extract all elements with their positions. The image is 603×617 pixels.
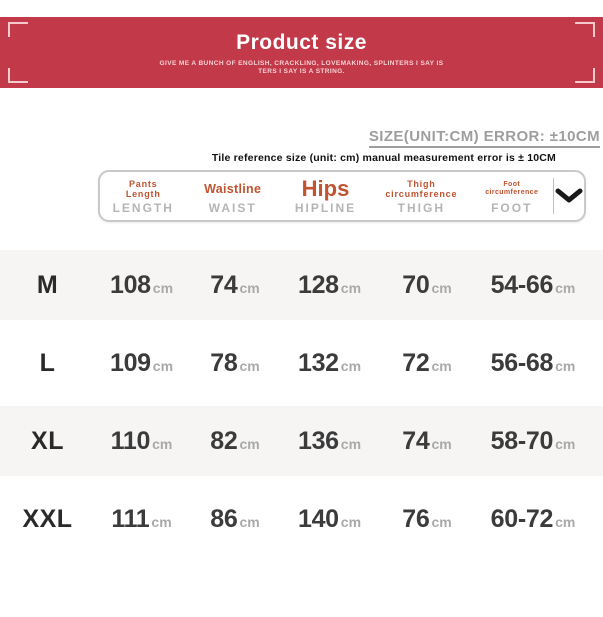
value-foot: 58-70 cm (490, 426, 576, 455)
banner-subtitle: GIVE ME A BUNCH OF ENGLISH, CRACKLING, L… (160, 60, 444, 76)
header-divider (553, 178, 554, 214)
size-note-headline: SIZE(UNIT:CM) ERROR: ±10CM (368, 128, 600, 148)
value-waist: 74 cm (210, 270, 260, 299)
size-table-header: Pants Length LENGTH Waistline WAIST Hips… (98, 170, 586, 222)
value-waist: 78 cm (210, 348, 260, 377)
value-length: 111 cm (111, 504, 172, 533)
value-waist: 86 cm (210, 504, 260, 533)
column-label-waistline: Waistline (204, 182, 262, 196)
value-hips: 140 cm (297, 504, 362, 533)
column-code-hipline: HIPLINE (294, 201, 357, 215)
size-label: L (39, 348, 56, 377)
value-length: 110 cm (110, 426, 173, 455)
value-foot: 54-66 cm (490, 270, 576, 299)
table-row-m: M 108 cm 74 cm 128 cm 70 cm 54-66 cm (0, 250, 603, 320)
table-row-xl: XL 110 cm 82 cm 136 cm 74 cm 58-70 cm (0, 406, 603, 476)
banner-subtitle-line1: GIVE ME A BUNCH OF ENGLISH, CRACKLING, L… (159, 60, 444, 67)
column-header-thigh: Thigh circumference THIGH (372, 172, 470, 220)
size-note: SIZE(UNIT:CM) ERROR: ±10CM Tile referenc… (0, 128, 603, 164)
value-length: 108 cm (109, 270, 174, 299)
size-label: XXL (22, 504, 73, 533)
column-header-waist: Waistline WAIST (186, 172, 278, 220)
value-hips: 132 cm (297, 348, 362, 377)
value-hips: 128 cm (297, 270, 362, 299)
size-note-subtext: Tile reference size (unit: cm) manual me… (211, 152, 556, 164)
value-foot: 60-72 cm (490, 504, 576, 533)
column-header-foot: Foot circumference FOOT (470, 172, 553, 220)
column-label-hips: Hips (301, 176, 350, 201)
value-thigh: 72 cm (402, 348, 452, 377)
value-foot: 56-68 cm (490, 348, 576, 377)
corner-bracket-bottom-left (8, 68, 28, 83)
column-code-waist: WAIST (208, 201, 257, 215)
corner-bracket-top-left (8, 22, 28, 37)
size-table-body: M 108 cm 74 cm 128 cm 70 cm 54-66 cm L 109 cm … (0, 250, 603, 554)
value-thigh: 74 cm (402, 426, 452, 455)
banner: Product size GIVE ME A BUNCH OF ENGLISH,… (0, 17, 603, 88)
column-code-thigh: THIGH (397, 201, 445, 215)
size-label: M (36, 270, 59, 299)
page-title: Product size (236, 31, 367, 54)
column-header-length: Pants Length LENGTH (100, 172, 186, 220)
column-header-hips: Hips HIPLINE (279, 172, 372, 220)
column-code-foot: FOOT (491, 201, 533, 215)
chevron-down-icon[interactable] (554, 172, 584, 220)
value-thigh: 70 cm (402, 270, 452, 299)
table-row-xxl: XXL 111 cm 86 cm 140 cm 76 cm 60-72 cm (0, 484, 603, 554)
value-thigh: 76 cm (402, 504, 452, 533)
value-length: 109 cm (109, 348, 174, 377)
corner-bracket-bottom-right (575, 68, 595, 83)
column-label-foot-circumference: Foot circumference (485, 181, 539, 196)
size-label: XL (31, 426, 64, 455)
product-size-page: Product size GIVE ME A BUNCH OF ENGLISH,… (0, 17, 603, 617)
value-waist: 82 cm (210, 426, 260, 455)
column-code-length: LENGTH (112, 201, 174, 215)
table-row-l: L 109 cm 78 cm 132 cm 72 cm 56-68 cm (0, 328, 603, 398)
column-label-thigh-circumference: Thigh circumference (385, 179, 458, 199)
corner-bracket-top-right (575, 22, 595, 37)
value-hips: 136 cm (297, 426, 362, 455)
banner-subtitle-line2: TERS I SAY IS A STRING. (258, 68, 345, 75)
column-label-pants-length: Pants Length (125, 179, 161, 199)
